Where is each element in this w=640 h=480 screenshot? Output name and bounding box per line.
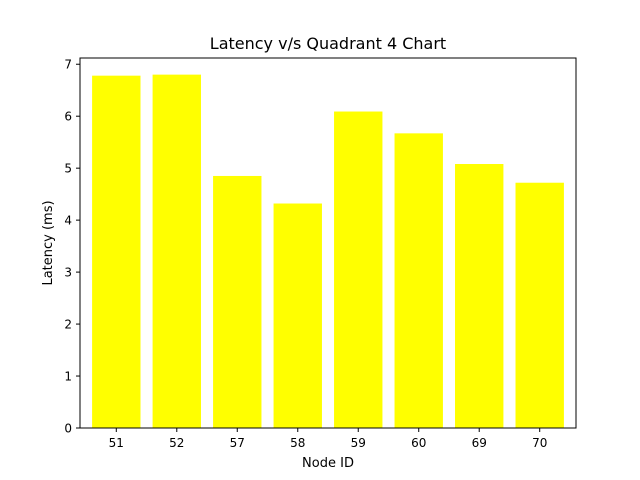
y-tick-label-6: 6 (64, 110, 72, 124)
y-axis-label: Latency (ms) (41, 200, 56, 285)
x-axis-ticks: 51 52 57 58 59 60 69 70 (109, 428, 547, 450)
y-tick-label-7: 7 (64, 58, 72, 72)
chart-title: Latency v/s Quadrant 4 Chart (210, 34, 446, 53)
x-axis-label: Node ID (302, 456, 354, 471)
bars (92, 74, 564, 429)
y-axis-ticks: 0 1 2 3 4 5 6 7 (64, 58, 80, 436)
y-tick-label-0: 0 (64, 422, 72, 436)
x-tick-label-69: 69 (472, 436, 487, 450)
bar-60 (394, 133, 443, 428)
bar-59 (334, 111, 383, 428)
bar-70 (515, 182, 564, 428)
bar-57 (213, 175, 262, 428)
y-tick-label-2: 2 (64, 318, 72, 332)
bar-52 (152, 74, 201, 428)
x-tick-label-59: 59 (351, 436, 366, 450)
y-tick-label-3: 3 (64, 266, 72, 280)
bar-69 (455, 164, 504, 428)
plot-frame (79, 57, 577, 429)
y-tick-label-5: 5 (64, 162, 72, 176)
y-tick-label-1: 1 (64, 370, 72, 384)
x-tick-label-70: 70 (532, 436, 547, 450)
x-tick-label-58: 58 (290, 436, 305, 450)
y-tick-label-4: 4 (64, 214, 72, 228)
x-tick-label-52: 52 (169, 436, 184, 450)
x-tick-label-60: 60 (411, 436, 426, 450)
bar-58 (273, 203, 322, 428)
x-tick-label-57: 57 (230, 436, 245, 450)
x-tick-label-51: 51 (109, 436, 124, 450)
bar-51 (92, 75, 141, 429)
